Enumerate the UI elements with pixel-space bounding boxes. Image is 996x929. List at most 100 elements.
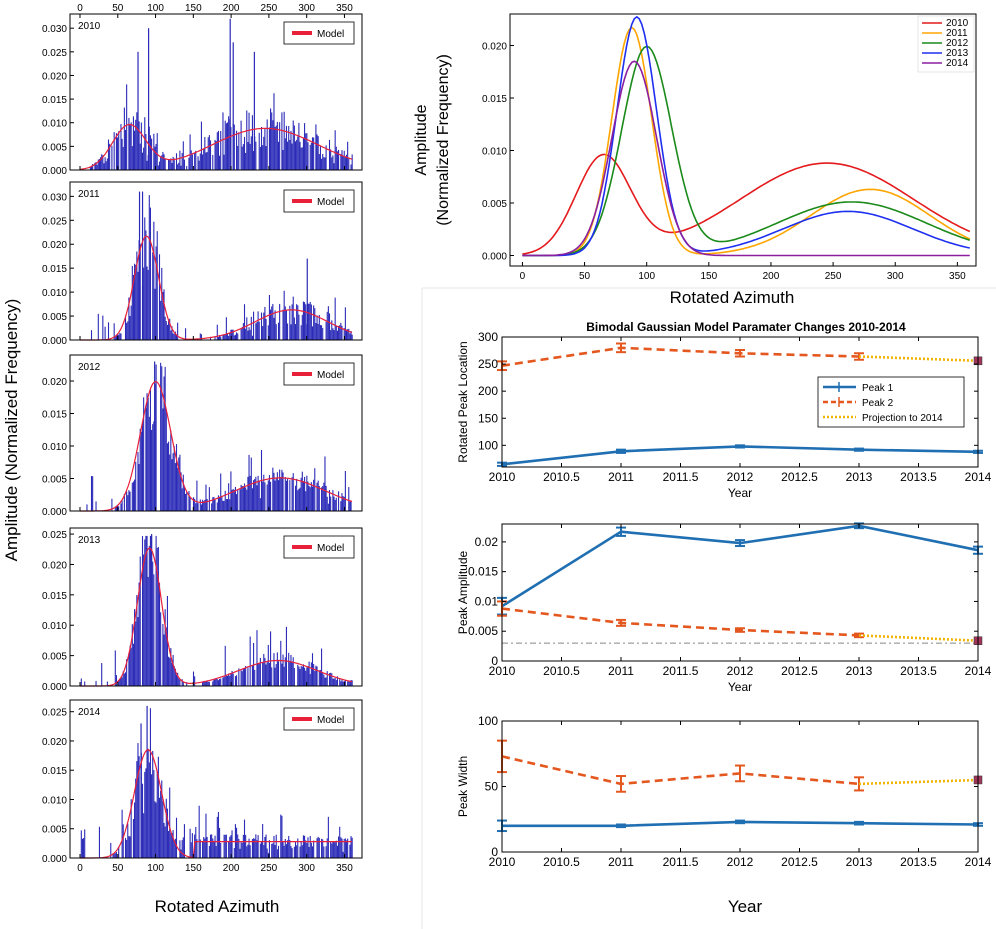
- histogram-bar: [344, 157, 346, 170]
- histogram-bar: [216, 132, 218, 170]
- histogram-bar: [233, 489, 235, 511]
- y-axis-label: Rotated Peak Location: [456, 341, 470, 462]
- histogram-bar: [232, 329, 234, 340]
- histogram-bar: [276, 472, 278, 511]
- histogram-bar: [217, 495, 219, 511]
- histogram-bar: [301, 471, 303, 511]
- histogram-bar: [341, 838, 343, 858]
- histogram-bar: [258, 480, 260, 511]
- histogram-bar: [226, 675, 229, 686]
- histogram-bar: [284, 477, 286, 511]
- histogram-bar: [304, 667, 306, 686]
- histogram-bar: [301, 314, 303, 340]
- histogram-bar: [238, 132, 240, 170]
- histogram-bar: [262, 662, 264, 686]
- histogram-bar: [263, 653, 265, 686]
- histogram-bar: [136, 251, 138, 340]
- histogram-bar: [334, 677, 336, 686]
- y-tick-label: 100: [478, 714, 498, 728]
- histogram-bar: [214, 336, 216, 340]
- histogram-bar: [130, 122, 132, 170]
- histogram-bar: [134, 479, 136, 511]
- y-tick-label: 0.030: [42, 24, 67, 35]
- histogram-bar: [314, 468, 316, 511]
- y-tick-label: 200: [478, 384, 498, 398]
- y-tick-label: 0.020: [42, 71, 67, 82]
- histogram-bar: [268, 840, 270, 858]
- histogram-bar: [279, 303, 281, 340]
- histogram-bar: [339, 325, 341, 340]
- histogram-bar: [153, 770, 155, 858]
- histogram-bar: [122, 824, 124, 858]
- histogram-bar: [225, 317, 227, 340]
- histogram-bar: [186, 682, 188, 686]
- histogram-bar: [170, 330, 172, 340]
- x-tick-label: 2013: [846, 855, 873, 869]
- histogram-bar: [189, 134, 191, 170]
- histogram-bar: [205, 813, 207, 858]
- histogram-bar: [344, 470, 346, 511]
- histogram-bar: [310, 842, 312, 858]
- histogram-bar: [181, 488, 183, 511]
- histogram-bar: [220, 473, 222, 511]
- x-tick-label: 50: [112, 3, 124, 14]
- histogram-bar: [156, 771, 158, 858]
- histogram-bar: [317, 480, 319, 511]
- histogram-bar: [292, 120, 294, 170]
- histogram-bar: [181, 153, 183, 170]
- histogram-bar: [299, 846, 301, 858]
- x-axis-label: Year: [728, 486, 752, 500]
- histogram-bar: [146, 160, 148, 170]
- histogram-bar: [215, 141, 217, 170]
- histogram-bar: [259, 657, 261, 686]
- histogram-bar: [224, 645, 226, 686]
- histogram-bar: [226, 333, 229, 340]
- histogram-bar: [211, 834, 213, 858]
- histogram-bar: [113, 132, 115, 170]
- histogram-bar: [270, 108, 272, 170]
- histogram-bar: [304, 476, 306, 511]
- histogram-bar: [92, 476, 94, 511]
- histogram-bar: [225, 123, 227, 170]
- histogram-frame: [69, 181, 363, 341]
- histogram-bar: [97, 159, 99, 170]
- histogram-bar: [173, 158, 175, 170]
- histogram-bar: [214, 139, 216, 170]
- y-tick-label: 0.005: [42, 825, 67, 836]
- histogram-bar: [344, 838, 346, 858]
- histogram-bar: [207, 137, 209, 170]
- histogram-bar: [321, 648, 323, 686]
- histogram-bar: [124, 315, 127, 340]
- histogram-bar: [311, 653, 314, 686]
- histogram-bar: [107, 322, 110, 340]
- legend-box: [283, 707, 355, 731]
- histogram-bar: [255, 141, 257, 170]
- histogram-bar: [127, 321, 129, 340]
- histogram-bar: [277, 480, 280, 511]
- histogram-bar: [331, 673, 333, 686]
- histogram-bar: [148, 762, 150, 858]
- x-tick-label: 250: [261, 863, 278, 874]
- histogram-bar: [322, 327, 324, 340]
- histogram-bar: [175, 153, 178, 170]
- y-tick-label: 0.005: [42, 142, 67, 153]
- x-tick-label: 2013: [846, 470, 873, 484]
- histogram-bar: [326, 838, 328, 858]
- histogram-bar: [330, 149, 332, 170]
- histogram-bar: [259, 146, 261, 170]
- histogram-bar: [90, 165, 93, 170]
- histogram-bar: [291, 661, 293, 686]
- histogram-bar: [213, 840, 215, 858]
- histogram-bar: [344, 680, 346, 686]
- histogram-bar: [257, 311, 259, 340]
- histogram-bar: [170, 832, 172, 858]
- histogram-bar: [291, 143, 293, 170]
- histogram-bar: [129, 315, 131, 340]
- histogram-bar: [145, 230, 147, 340]
- histogram-bar: [310, 662, 312, 686]
- histogram-bar: [309, 673, 311, 686]
- histogram-bar: [155, 535, 157, 686]
- histogram-bar: [115, 334, 117, 340]
- histogram-bar: [328, 490, 331, 511]
- histogram-bar: [288, 126, 290, 170]
